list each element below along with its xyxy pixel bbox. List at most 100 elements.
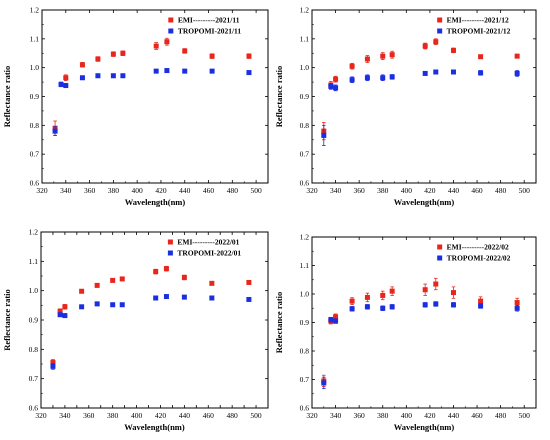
data-point bbox=[209, 53, 215, 59]
y-tick-label: 0.9 bbox=[29, 316, 39, 325]
data-point bbox=[57, 312, 63, 318]
data-point bbox=[514, 305, 520, 311]
x-tick-label: 460 bbox=[203, 186, 215, 195]
data-point bbox=[246, 53, 252, 59]
data-point bbox=[246, 279, 252, 285]
y-tick-label: 1.1 bbox=[300, 261, 310, 270]
legend: EMI---------2021/11 TROPOMI-2021/11 bbox=[168, 16, 241, 36]
data-point bbox=[79, 288, 85, 294]
y-tick-label: 1.2 bbox=[30, 6, 40, 15]
y-tick-label: 1.0 bbox=[300, 290, 310, 299]
data-point bbox=[364, 56, 370, 62]
data-point bbox=[389, 74, 395, 80]
legend-marker bbox=[437, 244, 443, 250]
data-point bbox=[349, 63, 355, 69]
data-point bbox=[182, 48, 188, 54]
legend: EMI---------2022/01 TROPOMI-2022/01 bbox=[167, 238, 241, 258]
y-axis-label: Reflectance ratio bbox=[2, 66, 12, 128]
data-point bbox=[79, 304, 85, 310]
y-tick-label: 1.1 bbox=[300, 34, 310, 43]
x-tick-label: 400 bbox=[131, 411, 143, 420]
x-tick-label: 500 bbox=[250, 411, 262, 420]
data-point bbox=[62, 313, 68, 319]
data-point bbox=[364, 304, 370, 310]
y-tick-label: 1.0 bbox=[29, 286, 39, 295]
data-point bbox=[246, 296, 252, 302]
y-tick-label: 1.1 bbox=[30, 34, 40, 43]
y-tick-label: 0.6 bbox=[30, 179, 40, 188]
x-tick-label: 360 bbox=[354, 411, 366, 420]
x-tick-label: 380 bbox=[108, 186, 120, 195]
data-point bbox=[62, 304, 68, 310]
data-point bbox=[333, 76, 339, 82]
x-axis-label: Wavelength(nm) bbox=[394, 422, 455, 432]
data-point bbox=[328, 317, 334, 323]
data-point bbox=[380, 75, 386, 81]
x-tick-label: 340 bbox=[59, 411, 71, 420]
x-tick-label: 500 bbox=[250, 186, 262, 195]
y-tick-label: 0.9 bbox=[300, 318, 310, 327]
legend-marker bbox=[437, 17, 443, 23]
chart-panel-4: 0.6 0.7 0.8 0.9 1.0 1.1 1.2 320 340 360 380 400 420 4… bbox=[274, 233, 537, 432]
data-point bbox=[209, 280, 215, 286]
data-point bbox=[95, 73, 101, 79]
x-tick-label: 340 bbox=[330, 186, 342, 195]
x-tick-label: 320 bbox=[306, 186, 318, 195]
y-tick-label: 0.8 bbox=[30, 121, 40, 130]
x-tick-label: 480 bbox=[495, 411, 507, 420]
data-point bbox=[478, 54, 484, 60]
data-point bbox=[389, 288, 395, 294]
legend-marker bbox=[167, 239, 173, 245]
y-tick-label: 0.6 bbox=[300, 404, 310, 413]
x-tick-label: 460 bbox=[471, 411, 483, 420]
x-tick-label: 480 bbox=[227, 186, 239, 195]
series-tropomi bbox=[321, 301, 520, 390]
data-point bbox=[433, 281, 439, 287]
x-tick-label: 460 bbox=[471, 186, 483, 195]
data-point bbox=[514, 300, 520, 306]
data-point bbox=[422, 302, 428, 308]
data-point bbox=[181, 294, 187, 300]
data-point bbox=[164, 39, 170, 45]
x-tick-label: 400 bbox=[132, 186, 144, 195]
data-point bbox=[94, 301, 100, 307]
x-tick-label: 420 bbox=[155, 411, 167, 420]
x-axis-label: Wavelength(nm) bbox=[124, 422, 185, 432]
x-tick-label: 380 bbox=[107, 411, 119, 420]
x-tick-label: 500 bbox=[519, 411, 531, 420]
y-tick-label: 0.6 bbox=[29, 404, 39, 413]
data-point bbox=[349, 77, 355, 83]
data-point bbox=[181, 274, 187, 280]
data-point bbox=[110, 302, 116, 308]
y-axis-label: Reflectance ratio bbox=[274, 292, 284, 354]
legend-label: EMI---------2022/01 bbox=[177, 238, 239, 247]
y-tick-label: 0.9 bbox=[30, 92, 40, 101]
data-point bbox=[364, 75, 370, 81]
data-point bbox=[364, 294, 370, 300]
x-tick-label: 480 bbox=[227, 411, 239, 420]
data-point bbox=[246, 70, 252, 76]
legend-marker bbox=[437, 28, 443, 34]
y-tick-label: 1.0 bbox=[300, 63, 310, 72]
data-point bbox=[514, 53, 520, 59]
data-point bbox=[163, 294, 169, 300]
y-tick-label: 1.2 bbox=[300, 6, 310, 15]
x-tick-label: 440 bbox=[448, 186, 460, 195]
legend-label: TROPOMI-2021/12 bbox=[447, 27, 511, 36]
x-tick-label: 420 bbox=[424, 411, 436, 420]
data-point bbox=[450, 290, 456, 296]
data-point bbox=[94, 282, 100, 288]
x-tick-label: 360 bbox=[354, 186, 366, 195]
x-tick-label: 440 bbox=[179, 186, 191, 195]
series-tropomi bbox=[50, 294, 252, 370]
y-tick-label: 0.7 bbox=[300, 375, 310, 384]
data-point bbox=[50, 360, 56, 366]
data-point bbox=[63, 75, 69, 81]
y-tick-label: 0.8 bbox=[300, 121, 310, 130]
plot-frame bbox=[41, 9, 269, 184]
data-point bbox=[57, 308, 63, 314]
x-tick-label: 360 bbox=[84, 186, 96, 195]
x-tick-label: 320 bbox=[35, 411, 47, 420]
legend-label: TROPOMI-2022/01 bbox=[177, 249, 241, 258]
data-point bbox=[450, 69, 456, 75]
